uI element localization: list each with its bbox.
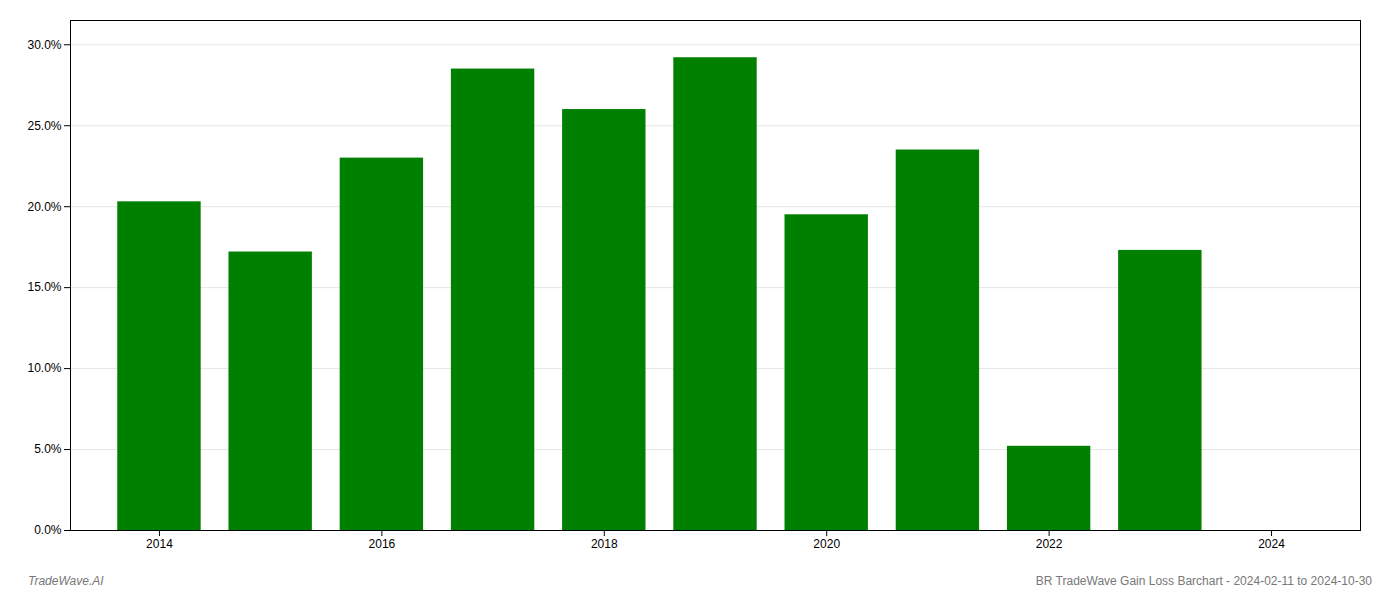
svg-text:2016: 2016: [369, 537, 396, 551]
svg-text:15.0%: 15.0%: [27, 280, 61, 294]
svg-text:2020: 2020: [813, 537, 840, 551]
svg-text:30.0%: 30.0%: [27, 38, 61, 52]
svg-text:2018: 2018: [591, 537, 618, 551]
html-text:BR TradeWave Gain Loss Barchar: BR TradeWave Gain Loss Barchart - 2024-0…: [1035, 574, 1372, 588]
svg-text:2024: 2024: [1258, 537, 1285, 551]
svg-text:10.0%: 10.0%: [27, 361, 61, 375]
svg-text:25.0%: 25.0%: [27, 119, 61, 133]
svg-text:2014: 2014: [146, 537, 173, 551]
html-text:TradeWave.AI: TradeWave.AI: [28, 574, 104, 588]
svg-text:20.0%: 20.0%: [27, 200, 61, 214]
svg-text:2022: 2022: [1036, 537, 1063, 551]
svg-text:0.0%: 0.0%: [34, 523, 62, 537]
svg-text:5.0%: 5.0%: [34, 442, 62, 456]
